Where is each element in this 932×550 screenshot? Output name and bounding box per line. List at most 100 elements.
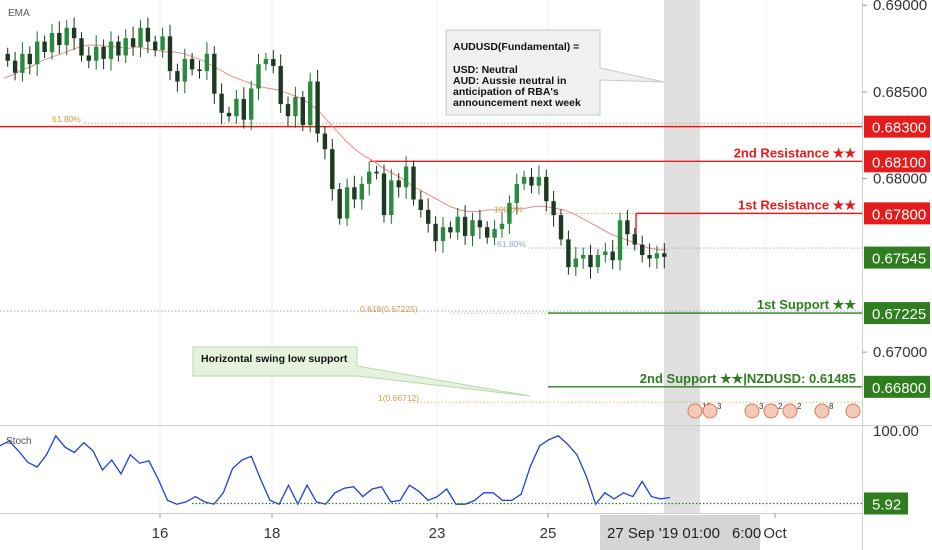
candle-body[interactable]: [566, 239, 571, 268]
price-level-badge[interactable]: [864, 150, 930, 173]
candle-body[interactable]: [610, 251, 615, 261]
price-level-badge[interactable]: [864, 202, 930, 225]
event-badge-icon[interactable]: 3: [702, 402, 722, 419]
candle-body[interactable]: [79, 38, 84, 56]
candle-body[interactable]: [57, 33, 62, 46]
candle-body[interactable]: [175, 71, 180, 82]
candle-body[interactable]: [581, 255, 586, 259]
stoch-value-badge[interactable]: [864, 492, 908, 515]
candle-body[interactable]: [337, 189, 342, 219]
candle-body[interactable]: [263, 59, 269, 65]
candle-body[interactable]: [145, 27, 151, 42]
candle-body[interactable]: [367, 171, 372, 184]
candle-body[interactable]: [123, 38, 128, 56]
candle-body[interactable]: [256, 64, 261, 89]
candle-body[interactable]: [396, 180, 401, 188]
candle-body[interactable]: [640, 244, 645, 255]
candle-body[interactable]: [116, 41, 121, 56]
candle-body[interactable]: [197, 69, 202, 72]
candle-body[interactable]: [411, 166, 416, 200]
candle-body[interactable]: [470, 220, 475, 236]
candle-body[interactable]: [359, 183, 364, 200]
candle-body[interactable]: [603, 251, 608, 256]
candle-body[interactable]: [71, 27, 77, 39]
candle-body[interactable]: [101, 46, 106, 59]
current-price-badge[interactable]: [864, 246, 930, 269]
candle-body[interactable]: [330, 149, 335, 190]
candle-body[interactable]: [617, 220, 623, 261]
candle-body[interactable]: [219, 93, 224, 113]
candle-body[interactable]: [138, 27, 143, 47]
candle-body[interactable]: [189, 59, 195, 70]
candle-body[interactable]: [42, 41, 47, 52]
candle-body[interactable]: [212, 53, 217, 94]
candle-body[interactable]: [573, 258, 578, 268]
candle-body[interactable]: [12, 60, 18, 73]
candle-body[interactable]: [374, 171, 379, 174]
candle-body[interactable]: [529, 176, 534, 186]
candle-body[interactable]: [108, 41, 114, 59]
candle-body[interactable]: [278, 65, 283, 105]
candle-body[interactable]: [20, 53, 25, 73]
candle-body[interactable]: [426, 209, 431, 224]
event-badge-icon[interactable]: 3: [744, 402, 764, 419]
candle-body[interactable]: [293, 97, 298, 117]
price-level-badge[interactable]: [864, 302, 930, 325]
candle-body[interactable]: [625, 220, 630, 235]
candle-body[interactable]: [352, 187, 357, 200]
candle-body[interactable]: [647, 255, 652, 259]
candle-body[interactable]: [241, 98, 246, 120]
candle-body[interactable]: [49, 33, 55, 53]
candle-body[interactable]: [477, 220, 483, 228]
candlesticks[interactable]: [5, 17, 667, 279]
candle-body[interactable]: [558, 215, 564, 240]
candle-body[interactable]: [94, 46, 99, 61]
candle-body[interactable]: [492, 229, 497, 238]
candle-body[interactable]: [507, 203, 512, 224]
candle-body[interactable]: [35, 41, 40, 65]
candle-body[interactable]: [182, 59, 187, 82]
candle-body[interactable]: [521, 176, 527, 184]
event-badge-icon[interactable]: 8: [814, 402, 834, 419]
candle-body[interactable]: [322, 133, 328, 150]
candle-body[interactable]: [249, 88, 254, 120]
candle-body[interactable]: [226, 112, 232, 117]
candle-body[interactable]: [308, 81, 313, 125]
candle-body[interactable]: [204, 53, 210, 72]
candle-body[interactable]: [448, 227, 453, 233]
event-flag-icon[interactable]: [845, 403, 861, 419]
price-levels[interactable]: 2nd Resistance ★★ 1st Resistance ★★ 1st Su…: [0, 125, 862, 388]
candle-body[interactable]: [595, 255, 601, 268]
candle-body[interactable]: [389, 180, 394, 216]
candle-body[interactable]: [433, 223, 438, 242]
event-badge-icon[interactable]: 2: [782, 402, 802, 419]
candle-body[interactable]: [5, 53, 10, 61]
candle-body[interactable]: [499, 223, 505, 229]
candle-body[interactable]: [64, 27, 69, 46]
candle-body[interactable]: [300, 97, 305, 125]
fundamental-note[interactable]: AUDUSD(Fundamental) = USD: Neutral AUD: …: [445, 29, 665, 116]
candle-body[interactable]: [167, 36, 173, 72]
candle-body[interactable]: [536, 176, 542, 186]
candle-body[interactable]: [344, 187, 350, 219]
candle-body[interactable]: [551, 201, 556, 216]
candle-body[interactable]: [153, 41, 158, 51]
candle-body[interactable]: [485, 227, 490, 238]
event-badge-icon[interactable]: 2: [763, 402, 783, 419]
candle-body[interactable]: [130, 38, 136, 47]
candle-body[interactable]: [160, 36, 165, 51]
candle-body[interactable]: [86, 55, 91, 61]
candle-body[interactable]: [440, 227, 446, 242]
candle-body[interactable]: [234, 98, 239, 117]
candle-body[interactable]: [632, 234, 637, 245]
candle-body[interactable]: [285, 104, 291, 117]
candle-body[interactable]: [654, 253, 660, 259]
candle-body[interactable]: [544, 176, 549, 202]
price-level-badge[interactable]: [864, 115, 930, 138]
candle-body[interactable]: [315, 81, 320, 134]
candle-body[interactable]: [271, 59, 276, 66]
swing-low-note[interactable]: Horizontal swing low support: [192, 346, 531, 397]
candle-body[interactable]: [662, 253, 667, 257]
candle-body[interactable]: [27, 53, 32, 65]
candle-body[interactable]: [403, 166, 409, 188]
